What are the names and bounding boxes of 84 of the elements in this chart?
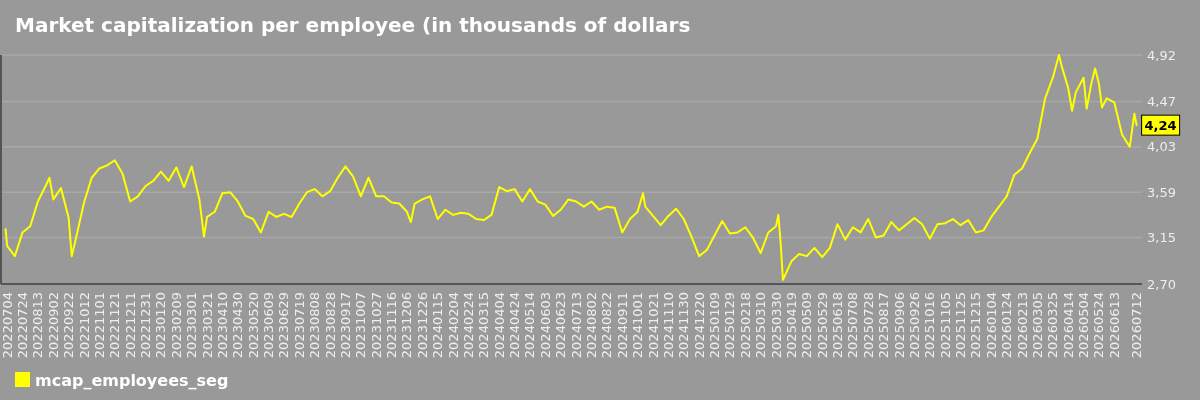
x-tick-label: 20240603 — [537, 292, 553, 359]
x-tick-label: 20250728 — [860, 292, 876, 359]
x-tick-label: 20241001 — [630, 292, 646, 359]
x-tick-label: 20250708 — [845, 292, 861, 359]
x-tick-label: 20251215 — [968, 292, 984, 359]
y-tick-label: 3,59 — [1147, 184, 1176, 200]
x-tick-label: 20250509 — [799, 292, 815, 359]
x-tick-label: 20230719 — [291, 292, 307, 359]
x-tick-label: 20240224 — [460, 292, 476, 359]
legend-label: mcap_employees_seg — [35, 370, 229, 390]
x-tick-label: 20230301 — [184, 292, 200, 359]
x-tick-label: 20221121 — [107, 292, 123, 359]
x-tick-label: 20250419 — [783, 292, 799, 359]
y-tick-label: 3,15 — [1147, 230, 1176, 246]
x-tick-label: 20250310 — [753, 292, 769, 359]
x-tick-label: 20220813 — [30, 292, 46, 359]
x-tick-label: 20240911 — [614, 292, 630, 359]
y-tick-label: 4,03 — [1147, 139, 1176, 155]
x-tick-label: 20260524 — [1091, 292, 1107, 359]
x-tick-label: 20230609 — [261, 292, 277, 359]
x-tick-label: 20240514 — [522, 292, 538, 359]
x-tick-label: 20220704 — [0, 292, 15, 359]
y-tick-label: 4,92 — [1147, 47, 1176, 63]
x-tick-label: 20250817 — [876, 292, 892, 359]
y-tick-label: 2,70 — [1147, 276, 1176, 292]
x-tick-label: 20250109 — [707, 292, 723, 359]
x-tick-label: 20240404 — [491, 292, 507, 359]
x-tick-label: 20231226 — [414, 292, 430, 359]
x-tick-label: 20250330 — [768, 292, 784, 359]
x-tick-label: 20250926 — [906, 292, 922, 359]
x-tick-label: 20260712 — [1129, 292, 1145, 359]
x-tick-label: 20230321 — [199, 292, 215, 359]
x-tick-label: 20250529 — [814, 292, 830, 359]
x-tick-label: 20250218 — [737, 292, 753, 359]
chart-title: Market capitalization per employee (in thousands of dollars — [15, 13, 691, 37]
x-tick-label: 20221231 — [138, 292, 154, 359]
x-tick-label: 20250906 — [891, 292, 907, 359]
x-tick-label: 20230629 — [276, 292, 292, 359]
x-tick-label: 20251125 — [953, 292, 969, 359]
x-tick-label: 20260213 — [1014, 292, 1030, 359]
x-tick-label: 20230410 — [214, 292, 230, 359]
x-tick-label: 20240115 — [430, 292, 446, 359]
x-tick-label: 20260414 — [1060, 292, 1076, 359]
x-tick-label: 20220724 — [15, 292, 31, 359]
x-tick-label: 20231007 — [353, 292, 369, 359]
x-tick-label: 20260124 — [999, 292, 1015, 359]
x-tick-label: 20240822 — [599, 292, 615, 359]
line-series — [4, 54, 1138, 281]
x-tick-label: 20230917 — [337, 292, 353, 359]
x-tick-label: 20230520 — [245, 292, 261, 359]
x-tick-label: 20241110 — [660, 292, 676, 359]
x-tick-label: 20220922 — [61, 292, 77, 359]
x-tick-label: 20221012 — [76, 292, 92, 359]
x-tick-label: 20221101 — [91, 292, 107, 359]
x-tick-label: 20230120 — [153, 292, 169, 359]
x-tick-label: 20231116 — [384, 292, 400, 359]
x-tick-label: 20260325 — [1045, 292, 1061, 359]
x-tick-label: 20230808 — [307, 292, 323, 359]
x-tick-label: 20230209 — [168, 292, 184, 359]
x-tick-label: 20231027 — [368, 292, 384, 359]
y-tick-label: 4,47 — [1147, 93, 1176, 109]
x-tick-label: 20240424 — [507, 292, 523, 359]
x-tick-label: 20220902 — [45, 292, 61, 359]
x-tick-label: 20250618 — [830, 292, 846, 359]
x-tick-label: 20241130 — [676, 292, 692, 359]
x-tick-label: 20240315 — [476, 292, 492, 359]
x-tick-label: 20240623 — [553, 292, 569, 359]
x-tick-label: 20241021 — [645, 292, 661, 359]
x-tick-label: 20240204 — [445, 292, 461, 359]
x-tick-label: 20230828 — [322, 292, 338, 359]
x-tick-label: 20251016 — [922, 292, 938, 359]
x-tick-label: 20231206 — [399, 292, 415, 359]
x-tick-label: 20260613 — [1106, 292, 1122, 359]
x-tick-label: 20250129 — [722, 292, 738, 359]
x-tick-label: 20260305 — [1029, 292, 1045, 359]
x-tick-label: 20240713 — [568, 292, 584, 359]
annotation: 4,24 — [1144, 117, 1177, 133]
x-tick-label: 20251105 — [937, 292, 953, 359]
x-tick-label: 20241220 — [691, 292, 707, 359]
x-tick-label: 20240802 — [583, 292, 599, 359]
x-tick-label: 20260104 — [983, 292, 999, 359]
x-tick-label: 20221211 — [122, 292, 138, 359]
x-tick-label: 20230430 — [230, 292, 246, 359]
x-tick-label: 20260504 — [1076, 292, 1092, 359]
